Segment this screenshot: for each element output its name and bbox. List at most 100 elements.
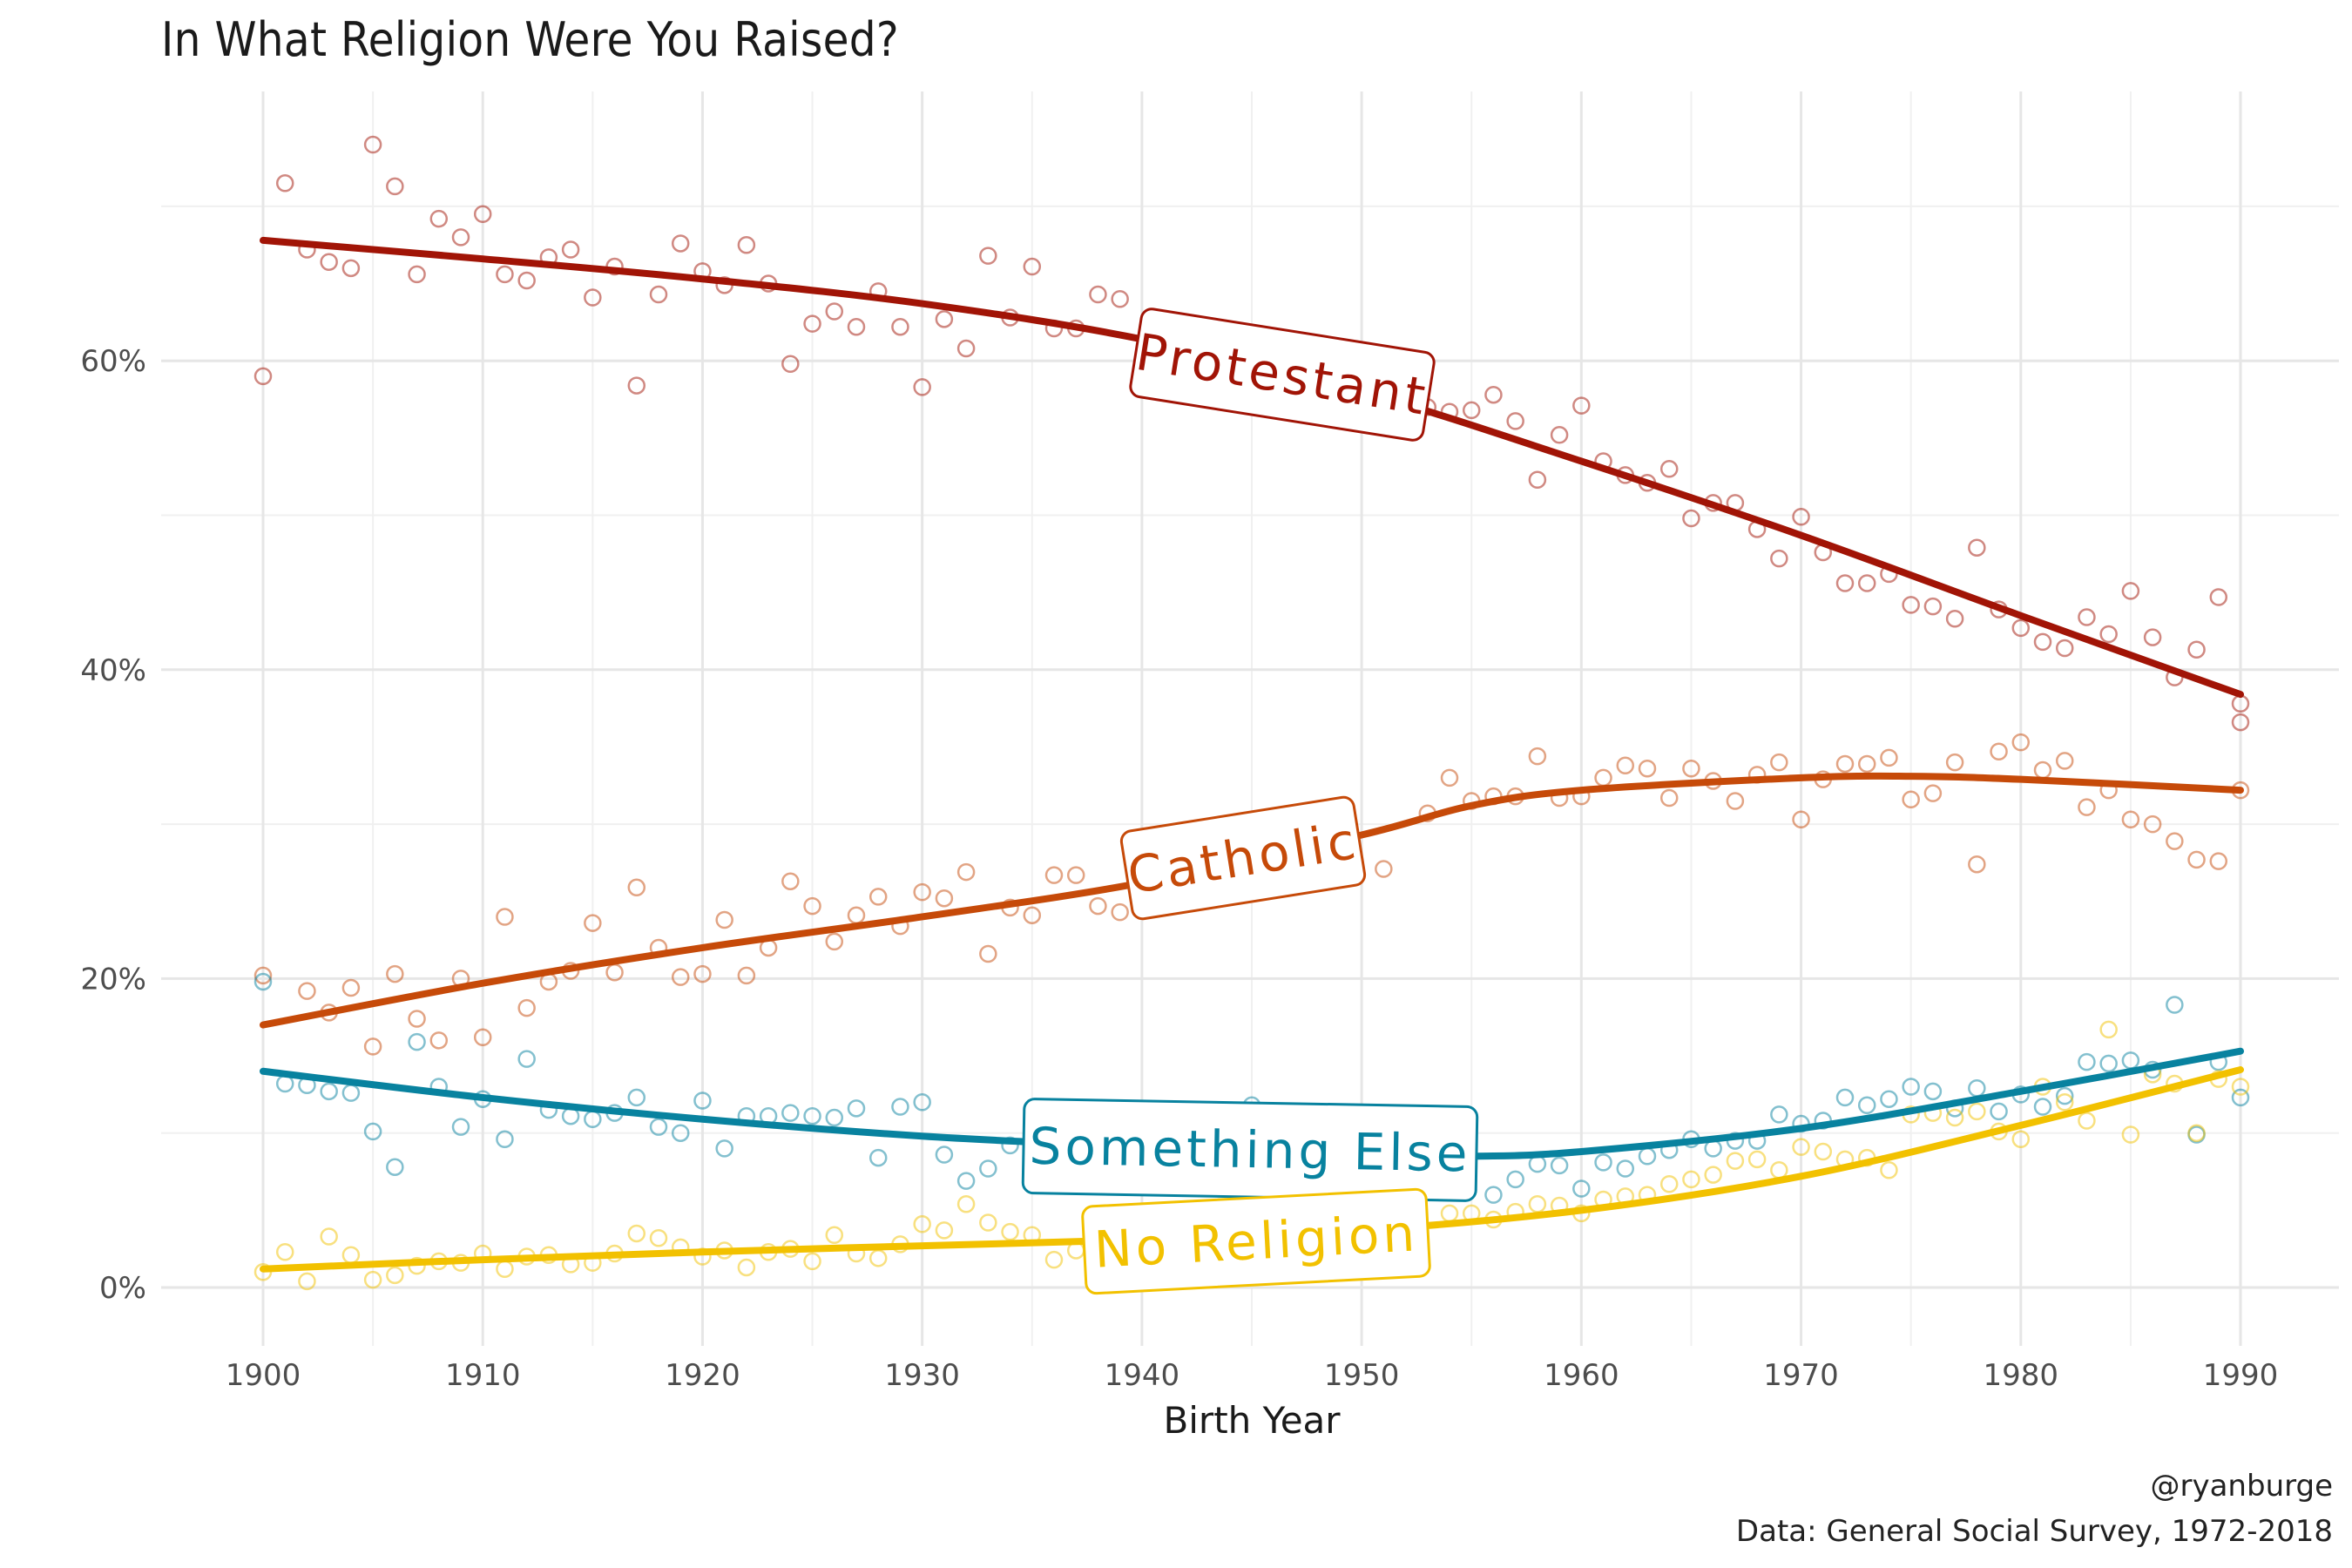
data-point [1857,574,1876,592]
data-point [496,1260,514,1278]
data-point [1770,1105,1788,1124]
data-point [1792,1138,1810,1156]
data-point [2011,618,2031,638]
data-point [627,1088,646,1107]
data-point [386,964,404,983]
data-point [2231,1088,2250,1107]
data-point [1594,768,1612,787]
data-point [891,317,909,336]
data-point [2166,832,2184,850]
data-point [1704,1166,1722,1184]
data-point [2033,760,2052,780]
data-point [781,1104,800,1122]
data-point [1440,1204,1459,1223]
data-point [1528,1195,1547,1213]
data-point [2055,1092,2074,1112]
series-label: Protestant [1129,308,1436,442]
data-point [1902,790,1920,808]
data-point [363,135,382,154]
data-point [2166,996,2184,1014]
data-point [781,872,800,890]
chart-title: In What Religion Were You Raised? [161,12,900,67]
data-point [649,1118,668,1136]
data-point [1792,810,1810,829]
data-point [1682,1170,1700,1189]
series-label: No Religion [1081,1187,1431,1295]
data-point [1659,788,1679,808]
data-point [363,1122,382,1141]
data-point [451,228,470,247]
data-point [1484,385,1503,404]
data-point [671,234,690,253]
data-point [1659,1174,1679,1193]
data-point [1023,906,1042,924]
data-point [1990,742,2008,761]
data-point [451,1118,470,1136]
data-point [2099,625,2118,644]
data-point [1747,1150,1767,1169]
x-tick-label: 1900 [226,1358,301,1393]
x-tick-label: 1920 [665,1358,740,1393]
series-label-box [1119,795,1367,921]
data-point [627,1224,646,1243]
data-point [2078,798,2096,816]
data-point [1880,1090,1898,1108]
data-point [1968,538,1986,557]
data-point [408,1010,426,1028]
data-point [935,889,954,908]
data-point [298,1272,316,1291]
data-point [956,1195,976,1213]
x-tick-label: 1960 [1544,1358,1619,1393]
data-point [868,888,888,906]
data-point [2011,1130,2031,1149]
data-point [496,265,514,284]
data-point [1550,1156,1569,1175]
data-point [2187,850,2206,869]
x-tick-label: 1940 [1105,1358,1180,1393]
data-point [429,1031,449,1050]
data-point [1506,412,1524,430]
data-point [2078,1112,2096,1130]
data-point [979,247,997,265]
data-point [1528,470,1547,489]
y-tick-label: 60% [80,344,146,379]
data-point [2143,814,2162,834]
data-point [1857,1096,1876,1115]
data-point [1638,1147,1657,1166]
y-tick-label: 0% [99,1271,146,1306]
data-point [341,259,361,278]
data-point [386,1266,404,1285]
caption-handle: @ryanburge [2150,1469,2334,1504]
data-point [2099,1054,2118,1073]
data-point [275,1074,294,1093]
data-point [825,1226,844,1244]
data-point [956,339,976,358]
data-point [2055,1086,2074,1105]
data-point [1066,866,1085,884]
data-point [825,302,844,321]
data-point [1945,1108,1964,1127]
data-point [935,1221,954,1240]
data-point [979,1213,997,1232]
data-point [1044,1250,1064,1269]
data-point [2187,640,2206,659]
data-point [1572,1179,1591,1198]
x-tick-label: 1950 [1324,1358,1400,1393]
data-point [1770,1161,1788,1179]
data-point [627,878,646,897]
data-point [956,862,976,882]
data-point [649,285,668,304]
data-point [1572,396,1591,415]
data-point [803,314,821,333]
data-point [253,367,273,386]
data-point [408,265,426,284]
x-tick-label: 1980 [1984,1358,2059,1393]
data-point [1945,610,1964,628]
data-point [496,1130,514,1149]
data-point [737,235,756,254]
data-point [693,964,712,983]
data-point [473,205,492,224]
data-point [1044,866,1064,884]
data-point [693,1092,712,1110]
